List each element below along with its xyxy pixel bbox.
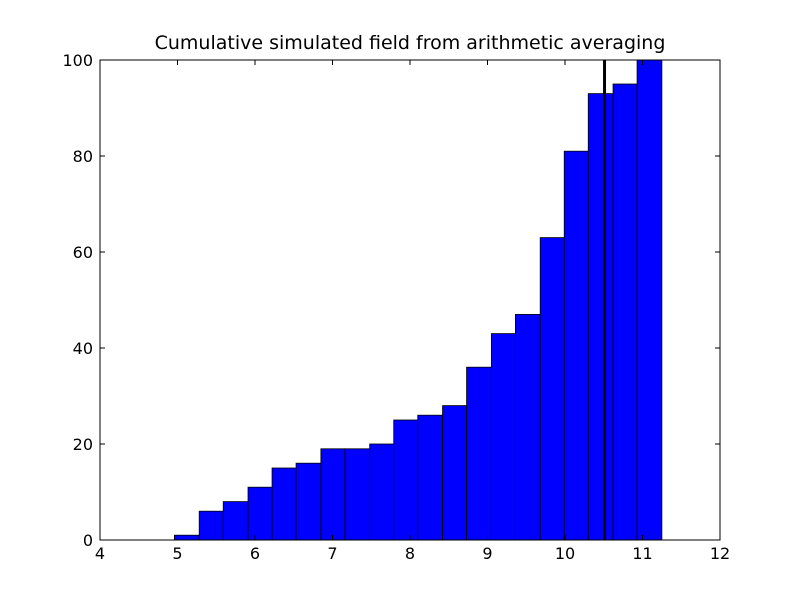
x-tick-label: 7 bbox=[327, 544, 337, 563]
chart-title: Cumulative simulated field from arithmet… bbox=[155, 32, 666, 54]
x-tick-label: 5 bbox=[172, 544, 182, 563]
histogram-bar bbox=[222, 501, 249, 541]
y-tick-label: 0 bbox=[83, 531, 93, 550]
histogram-bar bbox=[612, 83, 638, 541]
y-tick-label: 20 bbox=[73, 435, 93, 454]
ticks-layer: 4 5 6 7 8 9 10 11 12 0 20 40 60 80 100 bbox=[62, 51, 730, 563]
histogram-bar bbox=[198, 510, 224, 541]
histogram-bar bbox=[442, 405, 467, 541]
histogram-bar bbox=[393, 419, 419, 541]
y-tick-label: 60 bbox=[73, 243, 93, 262]
histogram-bar bbox=[173, 534, 200, 541]
histogram-bar bbox=[295, 462, 322, 541]
histogram-bar bbox=[271, 467, 297, 541]
x-tick-label: 4 bbox=[95, 544, 105, 563]
x-tick-label: 8 bbox=[405, 544, 415, 563]
x-tick-label: 10 bbox=[555, 544, 575, 563]
x-tick-label: 12 bbox=[710, 544, 730, 563]
x-tick-label: 9 bbox=[482, 544, 492, 563]
histogram-bar bbox=[466, 366, 492, 541]
bars-layer bbox=[173, 59, 663, 541]
y-tick-label: 40 bbox=[73, 339, 93, 358]
histogram-bar bbox=[320, 448, 346, 541]
y-tick-label: 100 bbox=[62, 51, 93, 70]
histogram-bar bbox=[563, 150, 589, 541]
histogram-bar bbox=[417, 414, 443, 541]
histogram-bar bbox=[247, 486, 273, 541]
plot-frame bbox=[99, 59, 721, 541]
histogram-bar bbox=[539, 237, 565, 541]
y-tick-label: 80 bbox=[73, 147, 93, 166]
histogram-bar bbox=[490, 333, 516, 541]
histogram-bar bbox=[369, 443, 395, 541]
x-tick-label: 11 bbox=[632, 544, 652, 563]
histogram-bar bbox=[587, 93, 614, 541]
x-tick-label: 6 bbox=[250, 544, 260, 563]
histogram-bar bbox=[636, 59, 663, 541]
histogram-bar bbox=[515, 313, 541, 541]
histogram-bar bbox=[344, 448, 371, 541]
